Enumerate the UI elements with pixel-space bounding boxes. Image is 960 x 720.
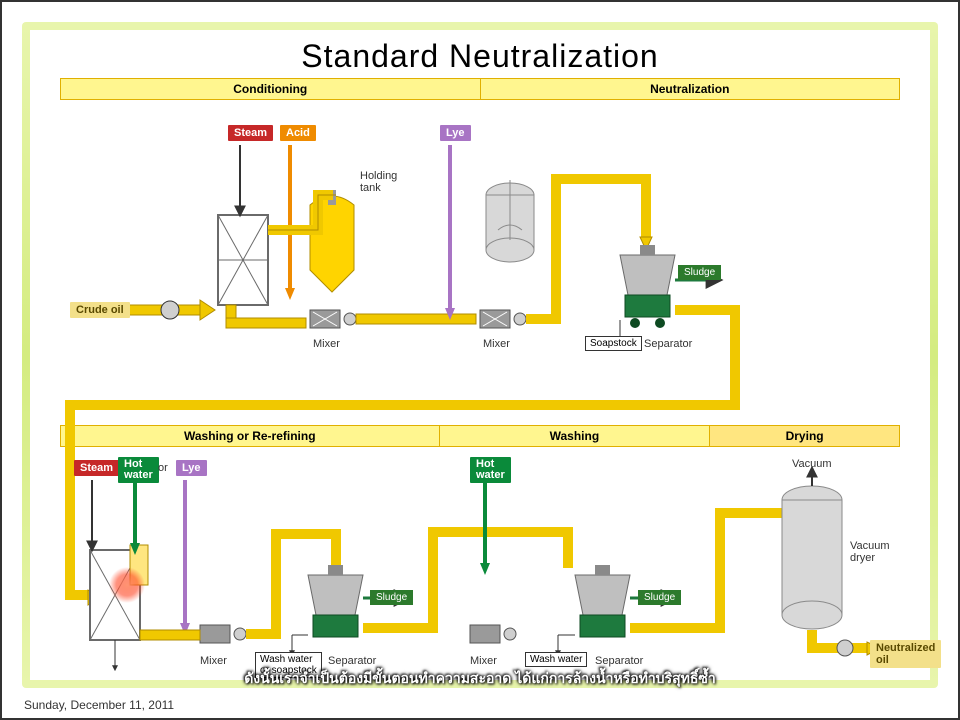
tag-sludge-1: Sludge <box>678 265 721 280</box>
process-svg <box>30 30 930 690</box>
tag-neutralized-oil: Neutralized oil <box>870 640 941 668</box>
separator-1 <box>620 245 675 328</box>
or-label: or <box>158 462 168 474</box>
mixer-2 <box>480 310 526 328</box>
diagram-panel: Standard Neutralization Conditioning Neu… <box>22 22 938 688</box>
label-mixer-3: Mixer <box>200 655 227 667</box>
tag-steam-2: Steam <box>74 460 119 476</box>
label-mixer-4: Mixer <box>470 655 497 667</box>
video-subtitle: ดังนั้นเราจำเป็นต้องมีขั้นตอนทำความสะอาด… <box>2 668 958 690</box>
tag-lye: Lye <box>440 125 471 141</box>
reactor-vessel <box>486 180 534 262</box>
mixer-4 <box>470 625 516 643</box>
box-washwater: Wash water <box>525 652 587 667</box>
separator-2 <box>308 565 363 637</box>
heat-exchanger-1 <box>218 215 268 305</box>
label-separator-3: Separator <box>595 655 643 667</box>
label-holding-tank: Holding tank <box>360 170 397 194</box>
tag-acid: Acid <box>280 125 316 141</box>
footer-date: Sunday, December 11, 2011 <box>24 698 174 712</box>
label-vacuum-dryer: Vacuum dryer <box>850 540 890 564</box>
screenshot-frame: Standard Neutralization Conditioning Neu… <box>0 0 960 720</box>
tag-lye-2: Lye <box>176 460 207 476</box>
label-vacuum: Vacuum <box>792 458 832 470</box>
mixer-1 <box>310 310 356 328</box>
vacuum-dryer <box>782 486 842 629</box>
label-mixer-1: Mixer <box>313 338 340 350</box>
mixer-3 <box>200 625 246 643</box>
label-separator-1: Separator <box>644 338 692 350</box>
diagram-canvas: Standard Neutralization Conditioning Neu… <box>30 30 930 680</box>
box-soapstock: Soapstock <box>585 336 642 351</box>
tag-sludge-2: Sludge <box>370 590 413 605</box>
tag-sludge-3: Sludge <box>638 590 681 605</box>
tag-steam: Steam <box>228 125 273 141</box>
label-mixer-2: Mixer <box>483 338 510 350</box>
tag-hotwater-1: Hot water <box>118 457 159 483</box>
label-separator-2: Separator <box>328 655 376 667</box>
tag-crude-oil: Crude oil <box>70 302 130 318</box>
tag-hotwater-2: Hot water <box>470 457 511 483</box>
